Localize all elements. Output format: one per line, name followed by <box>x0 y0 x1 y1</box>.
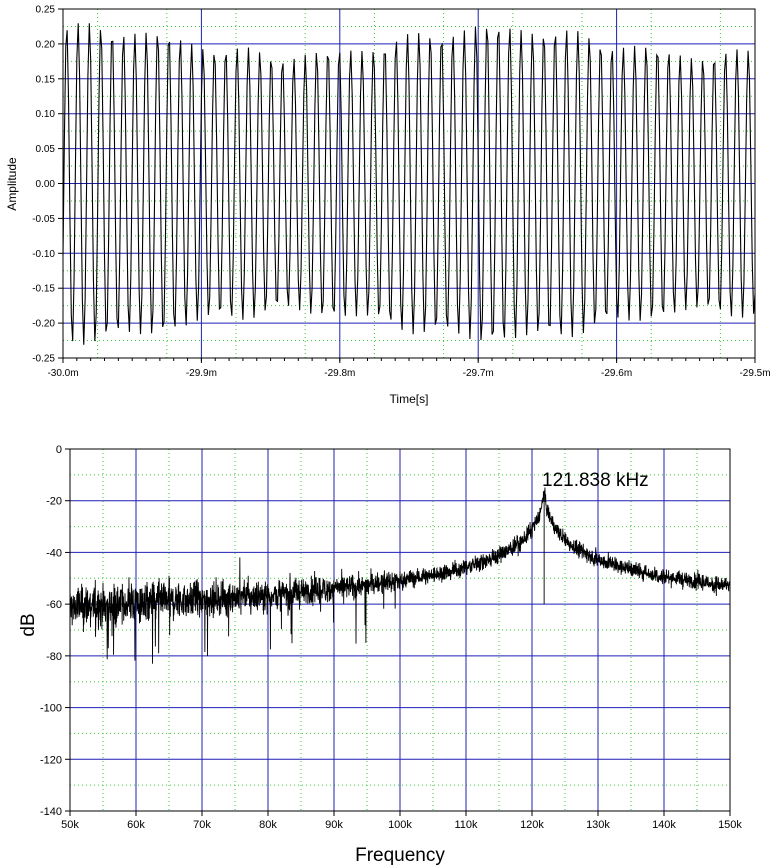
trace <box>69 487 731 664</box>
y-tick-label: -80 <box>46 651 62 663</box>
x-tick-label: 100k <box>388 819 412 831</box>
y-tick-labels: 0 -20 -40 -60 -80 -100 -120 -140 <box>40 444 62 818</box>
axis-ticks <box>65 448 731 816</box>
y-tick-label: -100 <box>40 703 62 715</box>
y-tick-label: -0.20 <box>32 319 55 330</box>
x-axis-label: Frequency <box>355 845 445 866</box>
y-tick-label: -60 <box>46 599 62 611</box>
spectrum-trace <box>69 487 731 664</box>
y-tick-label: -40 <box>46 547 62 559</box>
y-tick-label: 0.20 <box>36 39 56 50</box>
x-tick-label: -29.5m <box>739 368 770 379</box>
y-tick-label: -0.25 <box>32 354 55 365</box>
peak-annotation: 121.838 kHz <box>542 470 649 491</box>
y-tick-label: 0.25 <box>36 5 56 16</box>
y-tick-label: -120 <box>40 754 62 766</box>
y-tick-label: -20 <box>46 496 62 508</box>
x-tick-label: 70k <box>193 819 211 831</box>
y-tick-label: 0 <box>56 444 62 456</box>
x-tick-label: 130k <box>586 819 610 831</box>
y-tick-label: -0.10 <box>32 249 55 260</box>
x-tick-label: 140k <box>652 819 676 831</box>
x-tick-label: -29.8m <box>324 368 355 379</box>
x-tick-label: -29.7m <box>463 368 494 379</box>
x-tick-labels: 50k 60k 70k 80k 90k 100k 110k 120k 130k 140k 150k <box>61 819 742 831</box>
x-tick-label: 90k <box>325 819 343 831</box>
x-tick-label: 50k <box>61 819 79 831</box>
x-tick-label: 60k <box>127 819 145 831</box>
y-tick-label: -0.05 <box>32 214 55 225</box>
y-tick-label: 0.15 <box>36 74 56 85</box>
y-tick-label: 0.10 <box>36 109 56 120</box>
y-tick-label: 0.00 <box>36 179 56 190</box>
x-tick-labels: -30.0m -29.9m -29.8m -29.7m -29.6m -29.5m <box>47 368 770 379</box>
x-axis-label: Time[s] <box>390 392 429 406</box>
x-tick-label: 120k <box>520 819 544 831</box>
minor-grid <box>70 449 730 811</box>
y-tick-label: -140 <box>40 806 62 818</box>
y-tick-labels: 0.25 0.20 0.15 0.10 0.05 0.00 -0.05 -0.10 -0.15 -… <box>32 5 55 365</box>
y-axis-label: dB <box>18 613 39 636</box>
y-tick-label: -0.15 <box>32 284 55 295</box>
y-axis-label: Amplitude <box>5 157 19 211</box>
x-tick-label: 80k <box>259 819 277 831</box>
x-tick-label: 150k <box>718 819 742 831</box>
x-tick-label: -30.0m <box>47 368 78 379</box>
axis-ticks <box>58 8 756 363</box>
amplitude-trace <box>62 23 756 345</box>
trace <box>62 23 756 345</box>
x-tick-label: -29.9m <box>186 368 217 379</box>
y-tick-label: 0.05 <box>36 144 56 155</box>
x-tick-label: -29.6m <box>601 368 632 379</box>
x-tick-label: 110k <box>454 819 478 831</box>
major-grid <box>70 449 730 811</box>
time-domain-chart: 0.25 0.20 0.15 0.10 0.05 0.00 -0.05 -0.10 -0.15 -… <box>5 5 771 407</box>
frequency-domain-chart: 0 -20 -40 -60 -80 -100 -120 -140 50k 60k 70k 80k 90… <box>18 444 742 866</box>
